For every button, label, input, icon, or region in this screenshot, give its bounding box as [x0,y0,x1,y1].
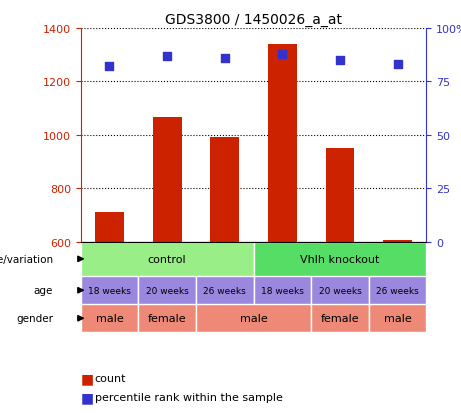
Text: control: control [148,254,186,264]
Point [394,62,401,69]
Bar [95,213,124,242]
Bar [210,138,239,242]
Bar [196,304,311,332]
Bar [383,241,412,242]
Text: ■: ■ [81,390,94,404]
Text: male: male [240,313,267,323]
Point [221,55,228,62]
Bar [254,277,311,304]
Bar [369,304,426,332]
Bar [138,304,196,332]
Text: female: female [321,313,359,323]
Point [163,53,171,60]
Text: male: male [95,313,124,323]
Text: percentile rank within the sample: percentile rank within the sample [95,392,283,402]
Bar [311,304,369,332]
Text: 20 weeks: 20 weeks [146,286,189,295]
Text: gender: gender [16,313,53,323]
Bar [254,242,426,277]
Text: male: male [384,313,412,323]
Text: Vhlh knockout: Vhlh knockout [300,254,380,264]
Point [278,51,286,58]
Text: 26 weeks: 26 weeks [203,286,246,295]
Text: female: female [148,313,186,323]
Bar [153,118,182,242]
Bar [325,149,355,242]
Text: age: age [34,285,53,296]
Bar [311,277,369,304]
Title: GDS3800 / 1450026_a_at: GDS3800 / 1450026_a_at [165,12,342,26]
Text: count: count [95,373,126,383]
Bar [81,242,254,277]
Text: ■: ■ [81,371,94,385]
Bar [138,277,196,304]
Bar [268,45,297,242]
Text: 18 weeks: 18 weeks [88,286,131,295]
Text: 20 weeks: 20 weeks [319,286,361,295]
Text: 18 weeks: 18 weeks [261,286,304,295]
Bar [196,277,254,304]
Text: 26 weeks: 26 weeks [376,286,419,295]
Point [106,64,113,71]
Bar [81,277,138,304]
Bar [81,304,138,332]
Bar [369,277,426,304]
Text: genotype/variation: genotype/variation [0,254,53,264]
Point [337,57,344,64]
